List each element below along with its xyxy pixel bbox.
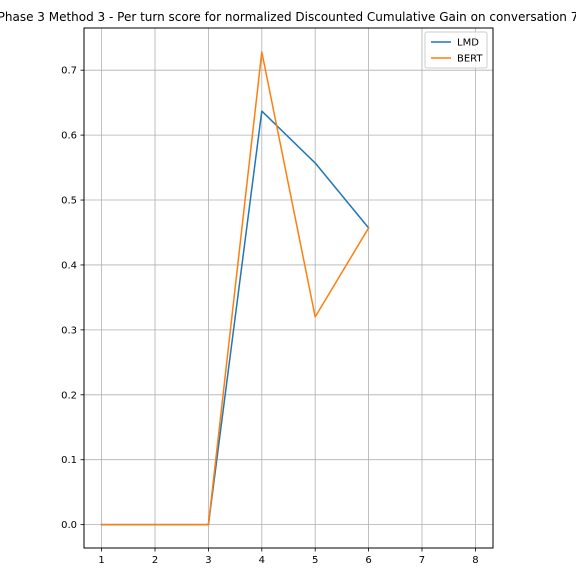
series-lines	[100, 51, 370, 526]
x-tick-label: 4	[259, 555, 265, 566]
legend: LMD BERT	[424, 31, 488, 69]
x-tick-label: 8	[472, 555, 478, 566]
y-tick-label: 0.3	[61, 325, 77, 336]
x-tick-label: 2	[152, 555, 158, 566]
y-axis: 0.0 0.1 0.2 0.3 0.4 0.5 0.6 0.7	[61, 66, 84, 531]
legend-label-bert: BERT	[457, 54, 483, 65]
y-tick-label: 0.4	[61, 260, 77, 271]
x-tick-label: 7	[419, 555, 425, 566]
x-axis: 1 2 3 4 5 6 7 8	[98, 548, 479, 566]
x-tick-label: 1	[98, 555, 104, 566]
y-tick-label: 0.7	[61, 66, 77, 77]
x-tick-label: 5	[312, 555, 318, 566]
y-tick-label: 0.2	[61, 390, 77, 401]
y-tick-label: 0.5	[61, 196, 77, 207]
y-tick-label: 0.1	[61, 455, 77, 466]
plot-frame	[83, 27, 494, 549]
plot-background	[84, 28, 493, 548]
legend-box	[424, 31, 488, 69]
x-tick-label: 6	[365, 555, 371, 566]
series-line-bert	[100, 51, 370, 526]
legend-label-lmd: LMD	[457, 38, 479, 49]
x-tick-label: 3	[205, 555, 211, 566]
y-tick-label: 0.6	[61, 131, 77, 142]
plot-area	[83, 27, 494, 549]
chart-title: Phase 3 Method 3 - Per turn score for no…	[0, 10, 576, 24]
y-tick-label: 0.0	[61, 520, 77, 531]
